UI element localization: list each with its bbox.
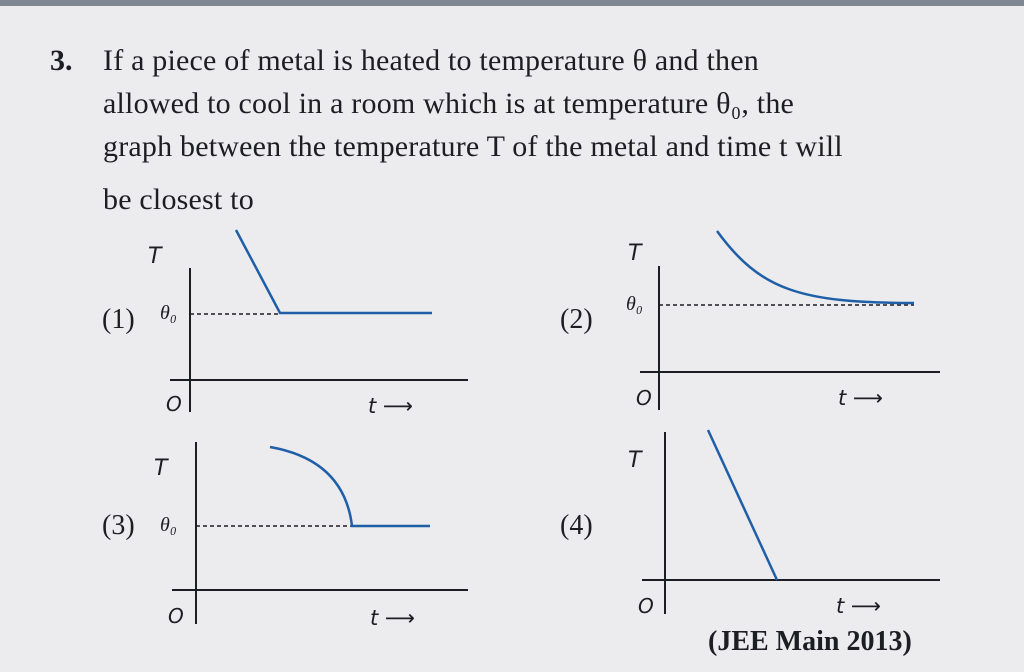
graph-3	[172, 442, 468, 624]
graph-2-curve	[715, 230, 915, 305]
graph-3-curve	[269, 445, 430, 528]
option-1-label: (1)	[102, 304, 135, 335]
question-number: 3.	[50, 44, 73, 77]
graph-1-curve	[234, 229, 432, 315]
graph-1-y-label: T	[148, 244, 162, 269]
graph-3-t-label: t ⟶	[370, 606, 416, 630]
graph-4-y-label: T	[628, 448, 642, 473]
graph-4-origin-label: O	[638, 594, 654, 618]
source-citation: (JEE Main 2013)	[708, 626, 912, 657]
graph-1	[170, 229, 468, 412]
option-3-label: (3)	[102, 510, 135, 541]
graph-4	[642, 429, 940, 614]
question-line-3: graph between the temperature T of the m…	[103, 130, 843, 163]
graph-4-t-label: t ⟶	[836, 594, 882, 618]
graph-2-theta0-label: θ₀	[626, 293, 643, 315]
graph-3-y-label: T	[154, 456, 168, 481]
graph-3-origin-label: O	[168, 604, 184, 628]
question-line-4: be closest to	[103, 183, 254, 216]
top-border-line	[0, 0, 1024, 6]
graph-2-y-label: T	[628, 241, 642, 266]
graph-2	[640, 230, 940, 410]
option-2-label: (2)	[560, 304, 593, 335]
graph-2-origin-label: O	[636, 386, 652, 410]
graph-1-theta0-label: θ₀	[160, 302, 177, 324]
graph-3-theta0-label: θ₀	[160, 514, 177, 536]
graph-2-t-label: t ⟶	[838, 386, 884, 410]
option-4-label: (4)	[560, 510, 593, 541]
graph-1-origin-label: O	[166, 392, 182, 416]
question-line-2: allowed to cool in a room which is at te…	[103, 87, 795, 120]
question-line-1: If a piece of metal is heated to tempera…	[103, 44, 759, 77]
graph-1-t-label: t ⟶	[368, 394, 414, 418]
graph-4-curve	[706, 429, 779, 581]
